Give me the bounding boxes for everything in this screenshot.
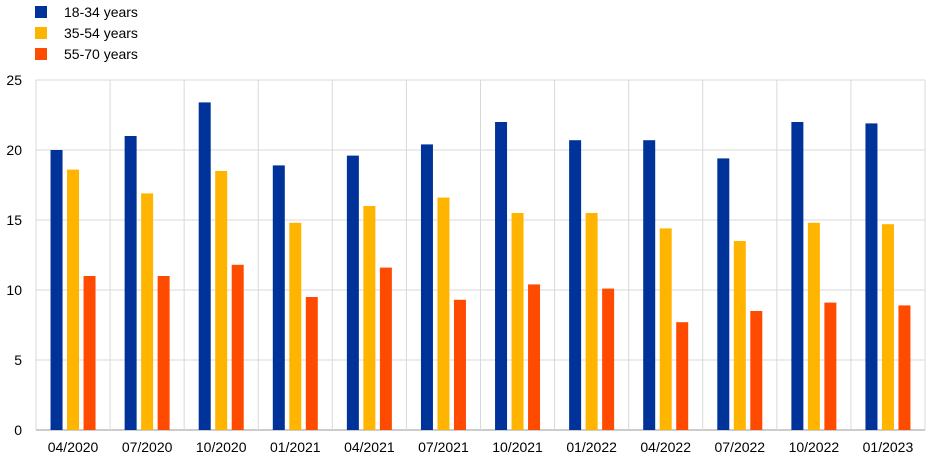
legend-item-18-34: 18-34 years [35, 2, 138, 22]
x-tick-label-10-2021: 10/2021 [492, 439, 543, 455]
x-tick-label-01-2021: 01/2021 [270, 439, 321, 455]
bar-55-70-years-04-2021 [379, 267, 392, 430]
y-tick-label-0: 0 [14, 422, 22, 438]
bar-18-34-years-10-2022 [791, 122, 804, 430]
bar-35-54-years-07-2022 [733, 241, 746, 430]
bar-18-34-years-10-2020 [198, 102, 211, 431]
bar-18-34-years-07-2021 [420, 144, 433, 430]
x-tick-label-01-2023: 01/2023 [863, 439, 914, 455]
y-tick-label-25: 25 [6, 72, 22, 88]
bar-55-70-years-07-2021 [453, 299, 466, 430]
y-tick-label-20: 20 [6, 142, 22, 158]
bar-18-34-years-10-2021 [495, 122, 508, 430]
bar-35-54-years-10-2020 [215, 171, 228, 430]
bar-35-54-years-01-2023 [881, 224, 894, 430]
bar-55-70-years-01-2023 [898, 305, 911, 430]
bar-55-70-years-04-2020 [83, 276, 96, 430]
grid-layer [35, 79, 926, 431]
x-tick-label-04-2020: 04/2020 [48, 439, 99, 455]
x-tick-label-07-2020: 07/2020 [122, 439, 173, 455]
x-tick-label-10-2020: 10/2020 [196, 439, 247, 455]
bar-18-34-years-07-2022 [717, 158, 730, 430]
bar-35-54-years-07-2020 [141, 193, 154, 430]
y-tick-label-5: 5 [14, 352, 22, 368]
bar-55-70-years-07-2022 [750, 311, 763, 430]
legend: 18-34 years 35-54 years 55-70 years [35, 2, 138, 65]
bar-35-54-years-04-2020 [67, 169, 80, 430]
bar-18-34-years-04-2022 [643, 140, 656, 430]
x-tick-label-10-2022: 10/2022 [789, 439, 840, 455]
x-tick-label-07-2022: 07/2022 [714, 439, 765, 455]
y-tick-label-15: 15 [6, 212, 22, 228]
axis-layer: 0 5 10 15 20 25 04/2020 07/2020 10/2020 01/2021 04… [6, 72, 913, 455]
legend-label-18-34: 18-34 years [64, 4, 138, 20]
bar-55-70-years-10-2022 [824, 302, 837, 430]
legend-swatch-55-70 [35, 48, 47, 60]
bar-35-54-years-04-2021 [363, 206, 376, 430]
bars-layer [50, 102, 911, 431]
bar-35-54-years-01-2022 [585, 213, 598, 430]
x-tick-label-04-2022: 04/2022 [640, 439, 691, 455]
y-tick-label-10: 10 [6, 282, 22, 298]
bar-55-70-years-10-2021 [528, 284, 541, 430]
legend-label-35-54: 35-54 years [64, 25, 138, 41]
bar-35-54-years-10-2022 [807, 222, 820, 430]
bar-55-70-years-10-2020 [231, 264, 244, 430]
x-tick-label-04-2021: 04/2021 [344, 439, 395, 455]
bar-18-34-years-01-2023 [865, 123, 878, 431]
bar-35-54-years-01-2021 [289, 222, 302, 430]
bar-18-34-years-07-2020 [124, 136, 137, 430]
bar-55-70-years-04-2022 [676, 322, 689, 430]
bar-35-54-years-10-2021 [511, 213, 524, 430]
legend-label-55-70: 55-70 years [64, 46, 138, 62]
bar-18-34-years-04-2020 [50, 150, 63, 430]
bar-18-34-years-01-2021 [272, 165, 285, 430]
legend-item-35-54: 35-54 years [35, 23, 138, 43]
legend-swatch-35-54 [35, 27, 47, 39]
bar-18-34-years-04-2021 [346, 155, 359, 430]
bar-35-54-years-07-2021 [437, 197, 450, 430]
bar-35-54-years-04-2022 [659, 228, 672, 430]
bar-55-70-years-01-2021 [305, 297, 318, 430]
legend-item-55-70: 55-70 years [35, 44, 138, 64]
bar-18-34-years-01-2022 [569, 140, 582, 430]
legend-swatch-18-34 [35, 6, 47, 18]
bar-55-70-years-01-2022 [602, 288, 615, 430]
bar-55-70-years-07-2020 [157, 276, 170, 430]
x-tick-label-07-2021: 07/2021 [418, 439, 469, 455]
x-tick-label-01-2022: 01/2022 [566, 439, 617, 455]
